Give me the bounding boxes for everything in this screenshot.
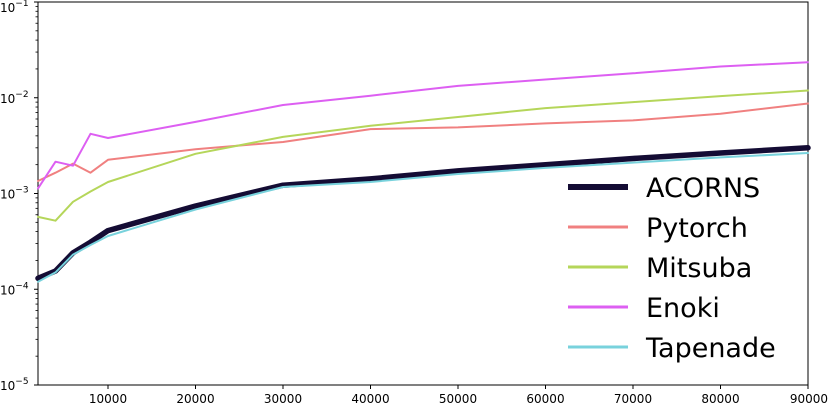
series-line-enoki <box>37 61 809 190</box>
legend-label-mitsuba: Mitsuba <box>646 253 752 284</box>
y-tick-label: 10−4 <box>0 281 29 297</box>
x-tick-label: 10000 <box>89 392 127 406</box>
legend-label-pytorch: Pytorch <box>646 213 748 244</box>
y-tick-label: 10−3 <box>0 186 29 202</box>
y-tick-label: 10−2 <box>0 90 29 106</box>
x-tick-label: 20000 <box>176 392 214 406</box>
series-line-mitsuba <box>37 89 809 222</box>
y-tick-label: 10−1 <box>0 0 29 15</box>
legend-label-enoki: Enoki <box>646 293 720 324</box>
legend: ACORNS Pytorch Mitsuba Enoki Tapenade <box>568 173 776 364</box>
legend-label-tapenade: Tapenade <box>645 333 776 364</box>
series-layer <box>35 61 811 283</box>
x-tick-label: 70000 <box>614 392 652 406</box>
series-line-acorns <box>35 145 811 282</box>
x-tick-label: 80000 <box>701 392 739 406</box>
y-tick-label: 10−5 <box>0 377 29 393</box>
y-axis: 10−1 10−2 10−3 10−4 10−5 <box>0 0 38 393</box>
legend-label-acorns: ACORNS <box>646 173 760 204</box>
x-tick-label: 30000 <box>264 392 302 406</box>
x-axis: 10000 20000 30000 40000 50000 60000 70000 80000… <box>89 385 828 406</box>
x-tick-label: 40000 <box>351 392 389 406</box>
x-tick-label: 60000 <box>526 392 564 406</box>
x-tick-label: 50000 <box>439 392 477 406</box>
series-line-tapenade <box>37 152 809 283</box>
x-tick-label: 90000 <box>790 392 828 406</box>
series-line-pytorch <box>37 102 809 182</box>
